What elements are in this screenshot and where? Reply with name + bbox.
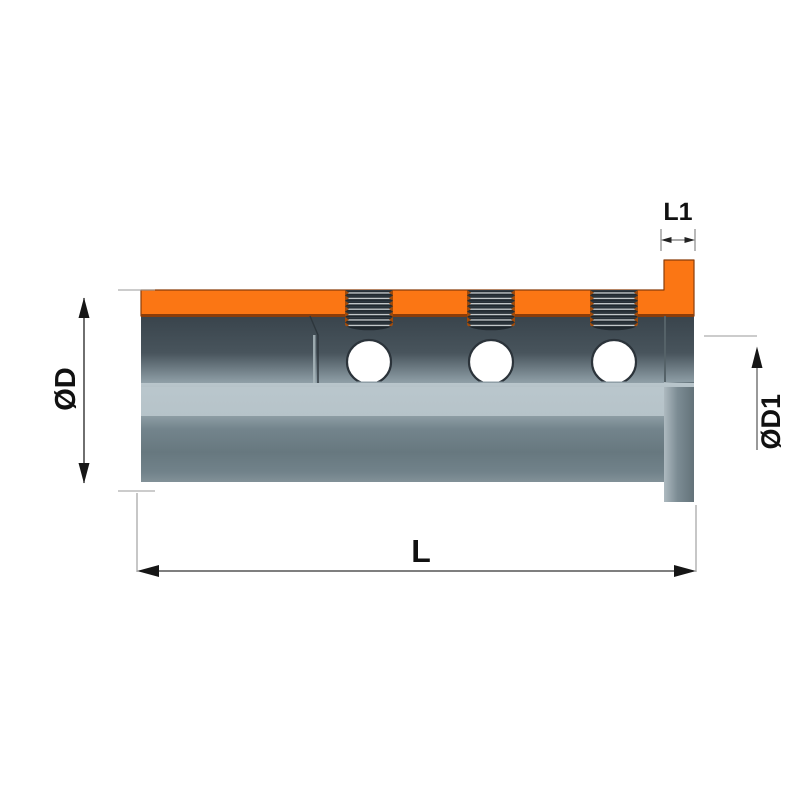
svg-text:ØD: ØD xyxy=(50,367,82,411)
svg-text:L1: L1 xyxy=(663,198,692,226)
svg-text:L: L xyxy=(411,533,431,569)
svg-text:ØD1: ØD1 xyxy=(756,394,786,450)
